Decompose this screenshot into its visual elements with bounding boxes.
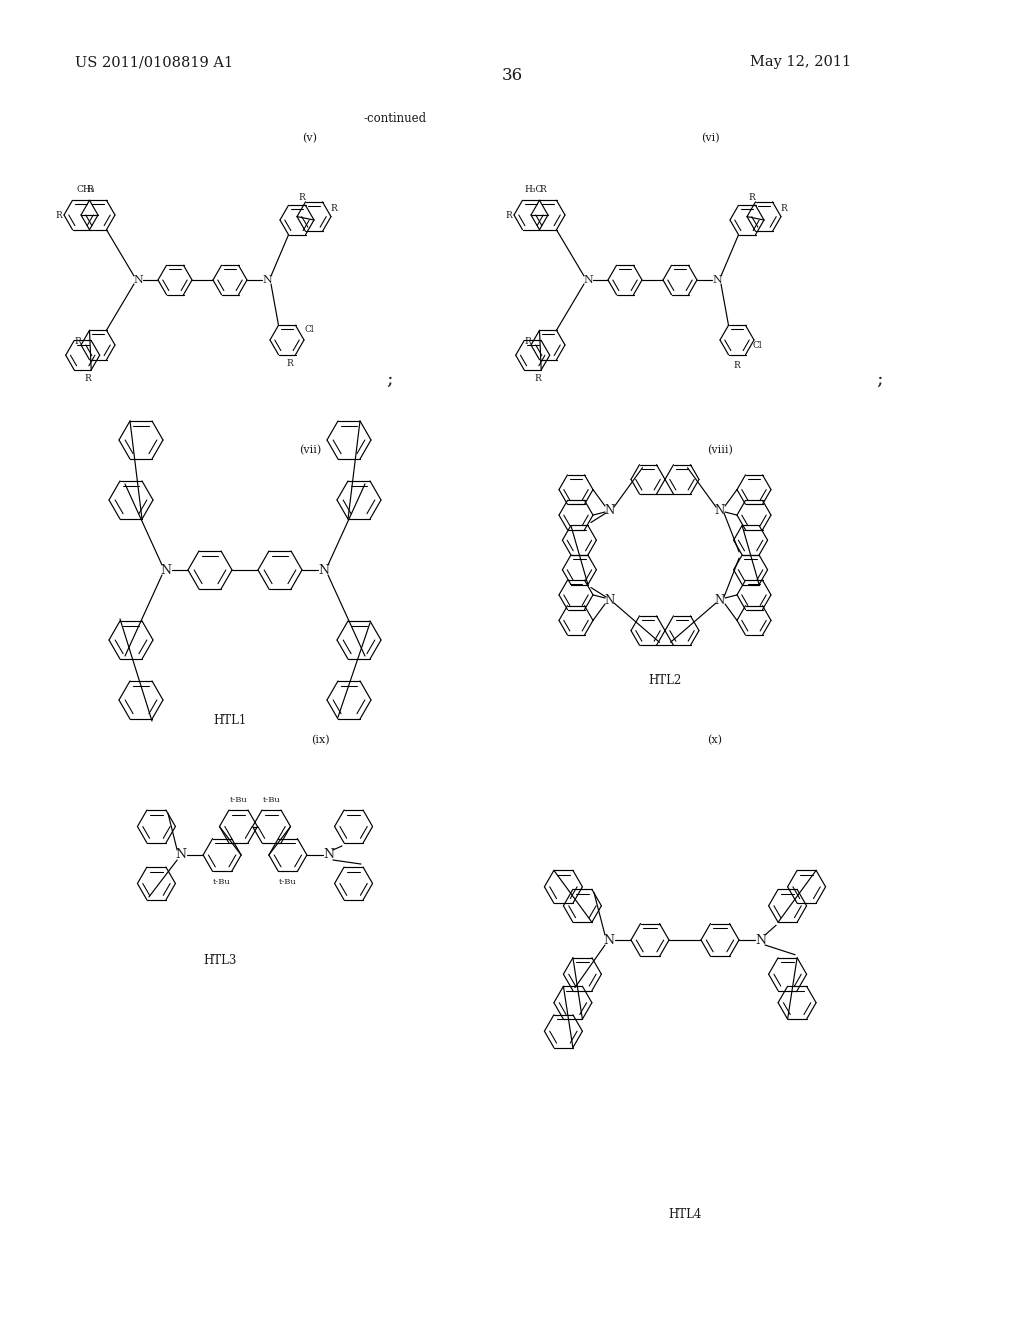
Text: HTL3: HTL3 bbox=[204, 953, 237, 966]
Text: HTL4: HTL4 bbox=[669, 1209, 701, 1221]
Text: t-Bu: t-Bu bbox=[279, 878, 297, 886]
Text: N: N bbox=[133, 275, 143, 285]
Text: R: R bbox=[55, 210, 62, 219]
Text: N: N bbox=[756, 933, 767, 946]
Text: N: N bbox=[262, 275, 272, 285]
Text: R: R bbox=[287, 359, 293, 367]
Text: N: N bbox=[318, 564, 330, 577]
Text: 36: 36 bbox=[502, 66, 522, 83]
Text: CH₃: CH₃ bbox=[77, 186, 95, 194]
Text: R: R bbox=[535, 374, 541, 383]
Text: ;: ; bbox=[387, 371, 393, 389]
Text: R: R bbox=[780, 205, 787, 213]
Text: N: N bbox=[605, 503, 615, 516]
Text: R: R bbox=[524, 338, 531, 346]
Text: R: R bbox=[540, 186, 547, 194]
Text: N: N bbox=[603, 933, 614, 946]
Text: R: R bbox=[506, 210, 512, 219]
Text: US 2011/0108819 A1: US 2011/0108819 A1 bbox=[75, 55, 233, 69]
Text: R: R bbox=[331, 205, 337, 213]
Text: HTL2: HTL2 bbox=[648, 673, 682, 686]
Text: Cl: Cl bbox=[753, 341, 762, 350]
Text: (viii): (viii) bbox=[707, 445, 733, 455]
Text: -continued: -continued bbox=[364, 111, 427, 124]
Text: R: R bbox=[75, 338, 81, 346]
Text: (v): (v) bbox=[302, 133, 317, 143]
Text: (vi): (vi) bbox=[700, 133, 719, 143]
Text: N: N bbox=[715, 503, 725, 516]
Text: N: N bbox=[176, 849, 186, 862]
Text: H₃C: H₃C bbox=[525, 186, 543, 194]
Text: R: R bbox=[84, 374, 91, 383]
Text: ;: ; bbox=[877, 371, 884, 389]
Text: HTL1: HTL1 bbox=[213, 714, 247, 726]
Text: (vii): (vii) bbox=[299, 445, 322, 455]
Text: N: N bbox=[712, 275, 722, 285]
Text: R: R bbox=[733, 360, 740, 370]
Text: R: R bbox=[87, 186, 93, 194]
Text: t-Bu: t-Bu bbox=[229, 796, 248, 804]
Text: N: N bbox=[605, 594, 615, 606]
Text: t-Bu: t-Bu bbox=[262, 796, 281, 804]
Text: N: N bbox=[715, 594, 725, 606]
Text: N: N bbox=[583, 275, 593, 285]
Text: t-Bu: t-Bu bbox=[213, 878, 231, 886]
Text: May 12, 2011: May 12, 2011 bbox=[750, 55, 851, 69]
Text: N: N bbox=[161, 564, 171, 577]
Text: (ix): (ix) bbox=[310, 735, 330, 746]
Text: R: R bbox=[299, 193, 305, 202]
Text: N: N bbox=[324, 849, 335, 862]
Text: (x): (x) bbox=[708, 735, 723, 746]
Text: Cl: Cl bbox=[304, 326, 313, 334]
Text: R: R bbox=[749, 193, 756, 202]
